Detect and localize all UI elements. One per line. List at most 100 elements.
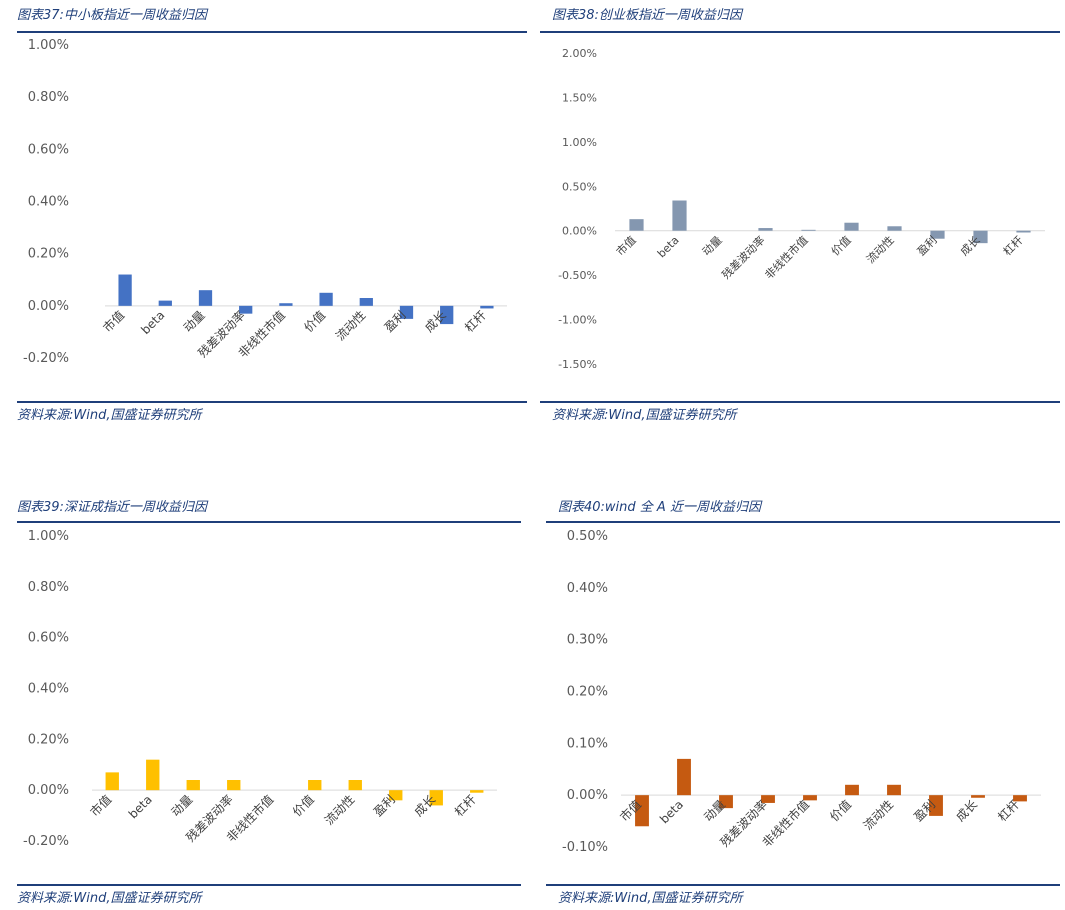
y-tick-label: 0.10%: [567, 736, 608, 751]
x-category-label: 动量: [181, 308, 208, 335]
bar-非线性市值: [279, 303, 293, 306]
chart-title: 图表40:wind 全 A 近一周收益归因: [558, 500, 761, 515]
bar-beta: [677, 758, 691, 796]
bar-价值: [308, 780, 322, 791]
source-note: 资料来源:Wind,国盛证券研究所: [552, 408, 737, 423]
x-category-label: 市值: [100, 307, 128, 335]
bar-残差波动率: [761, 795, 775, 803]
source-note: 资料来源:Wind,国盛证券研究所: [558, 891, 743, 906]
x-category-label: 动量: [700, 234, 725, 259]
y-tick-label: 0.50%: [567, 529, 608, 544]
bar-盈利: [389, 790, 403, 801]
bar-杠杆: [480, 305, 494, 309]
x-category-label: 流动性: [861, 797, 896, 832]
x-category-label: 价值: [289, 792, 317, 820]
chart-title: 图表37:中小板指近一周收益归因: [17, 8, 207, 23]
x-category-label: 成长: [953, 797, 980, 824]
bar-残差波动率: [239, 305, 253, 314]
bar-成长: [440, 305, 454, 325]
bar-盈利: [930, 230, 945, 239]
y-tick-label: 0.00%: [567, 788, 608, 803]
bar-残差波动率: [227, 780, 241, 791]
x-category-label: beta: [126, 792, 155, 821]
x-category-label: 杠杆: [1000, 233, 1025, 258]
bar-杠杆: [1016, 230, 1031, 233]
y-tick-label: -0.10%: [562, 840, 608, 855]
y-tick-label: 0.20%: [567, 685, 608, 700]
bar-动量: [198, 290, 213, 306]
y-tick-label: 1.00%: [28, 529, 69, 544]
y-tick-label: -1.50%: [558, 358, 597, 371]
bar-成长: [971, 795, 985, 798]
chart-panel-37: 图表37:中小板指近一周收益归因 1.00% 0.80% 0.60% 0.40% 0.2…: [17, 0, 527, 430]
x-category-label: beta: [138, 308, 167, 337]
y-tick-label: 0.80%: [28, 90, 69, 105]
bar-chart-40: 0.50%0.40%0.30%0.20%0.10%0.00%-0.10%市值 be…: [562, 529, 1041, 855]
x-category-label: 流动性: [322, 792, 357, 827]
x-category-label: 价值: [301, 307, 329, 335]
bar-chart-39: 1.00% 0.80% 0.60% 0.40% 0.20% 0.00% -0.20% 市值 be…: [23, 529, 497, 849]
title-divider: [546, 521, 1060, 523]
source-divider: [17, 884, 521, 886]
y-tick-label: 0.50%: [562, 180, 597, 193]
bar-盈利: [929, 795, 943, 816]
bar-价值: [845, 784, 859, 796]
source-divider: [540, 401, 1060, 403]
bar-市值: [118, 274, 132, 306]
x-category-label: beta: [657, 797, 686, 826]
y-tick-label: 1.00%: [562, 136, 597, 149]
y-tick-label: -1.00%: [558, 314, 597, 327]
bar-非线性市值: [801, 229, 816, 231]
chart-panel-39: 图表39:深证成指近一周收益归因 1.00% 0.80% 0.60% 0.40% 0.2…: [17, 490, 521, 910]
bar-成长: [429, 790, 443, 806]
y-tick-label: 1.50%: [562, 91, 597, 104]
bar-流动性: [359, 298, 373, 306]
chart-panel-38: 图表38:创业板指近一周收益归因 2.00% 1.50% 1.00% 0.50% 0.0…: [540, 0, 1060, 430]
bar-beta: [158, 300, 172, 306]
bar-成长: [973, 230, 988, 244]
y-tick-label: 0.80%: [28, 580, 69, 595]
chart-panel-40: 图表40:wind 全 A 近一周收益归因 0.50% 0.40% 0.30% 0.2…: [546, 490, 1060, 910]
x-category-label: 市值: [613, 233, 638, 258]
y-tick-label: 0.40%: [567, 581, 608, 596]
x-category-label: 流动性: [863, 233, 896, 266]
source-note: 资料来源:Wind,国盛证券研究所: [17, 891, 202, 906]
bar-动量: [186, 780, 200, 791]
source-divider: [546, 884, 1060, 886]
x-category-label: 价值: [827, 797, 855, 825]
bar-市值: [629, 219, 644, 231]
chart-title: 图表38:创业板指近一周收益归因: [552, 8, 742, 23]
bar-流动性: [887, 226, 902, 231]
bar-非线性市值: [803, 795, 817, 801]
bar-价值: [844, 222, 859, 231]
y-tick-label: 0.40%: [28, 682, 69, 697]
y-tick-label: 0.40%: [28, 195, 69, 210]
x-category-label: 动量: [168, 792, 195, 819]
y-tick-label: 0.30%: [567, 633, 608, 648]
y-tick-label: 0.00%: [28, 299, 69, 314]
title-divider: [540, 31, 1060, 33]
x-category-label: 非线性市值: [762, 233, 811, 282]
y-tick-label: 0.20%: [28, 247, 69, 262]
bar-残差波动率: [758, 228, 773, 231]
x-category-label: 杠杆: [451, 792, 479, 820]
bar-beta: [672, 200, 687, 231]
title-divider: [17, 521, 521, 523]
x-category-label: beta: [655, 234, 682, 261]
bar-动量: [719, 795, 733, 809]
bar-市值: [635, 795, 649, 827]
bar-beta: [146, 759, 160, 791]
x-category-label: 价值: [829, 234, 854, 259]
bar-杠杆: [470, 790, 484, 793]
y-tick-label: 0.60%: [28, 631, 69, 646]
y-tick-label: 1.00%: [28, 38, 69, 53]
bar-chart-38: 2.00% 1.50% 1.00% 0.50% 0.00% -0.50% -1.00% -1.…: [558, 47, 1045, 371]
bar-chart-37: 1.00% 0.80% 0.60% 0.40% 0.20% 0.00% -0.20% 市值 be…: [23, 38, 507, 366]
y-tick-label: -0.20%: [23, 351, 69, 366]
y-tick-label: -0.50%: [558, 269, 597, 282]
y-tick-label: 0.60%: [28, 142, 69, 157]
x-category-label: 残差波动率: [719, 233, 768, 282]
bar-价值: [319, 292, 333, 306]
bar-流动性: [887, 784, 901, 796]
bar-流动性: [348, 780, 362, 791]
